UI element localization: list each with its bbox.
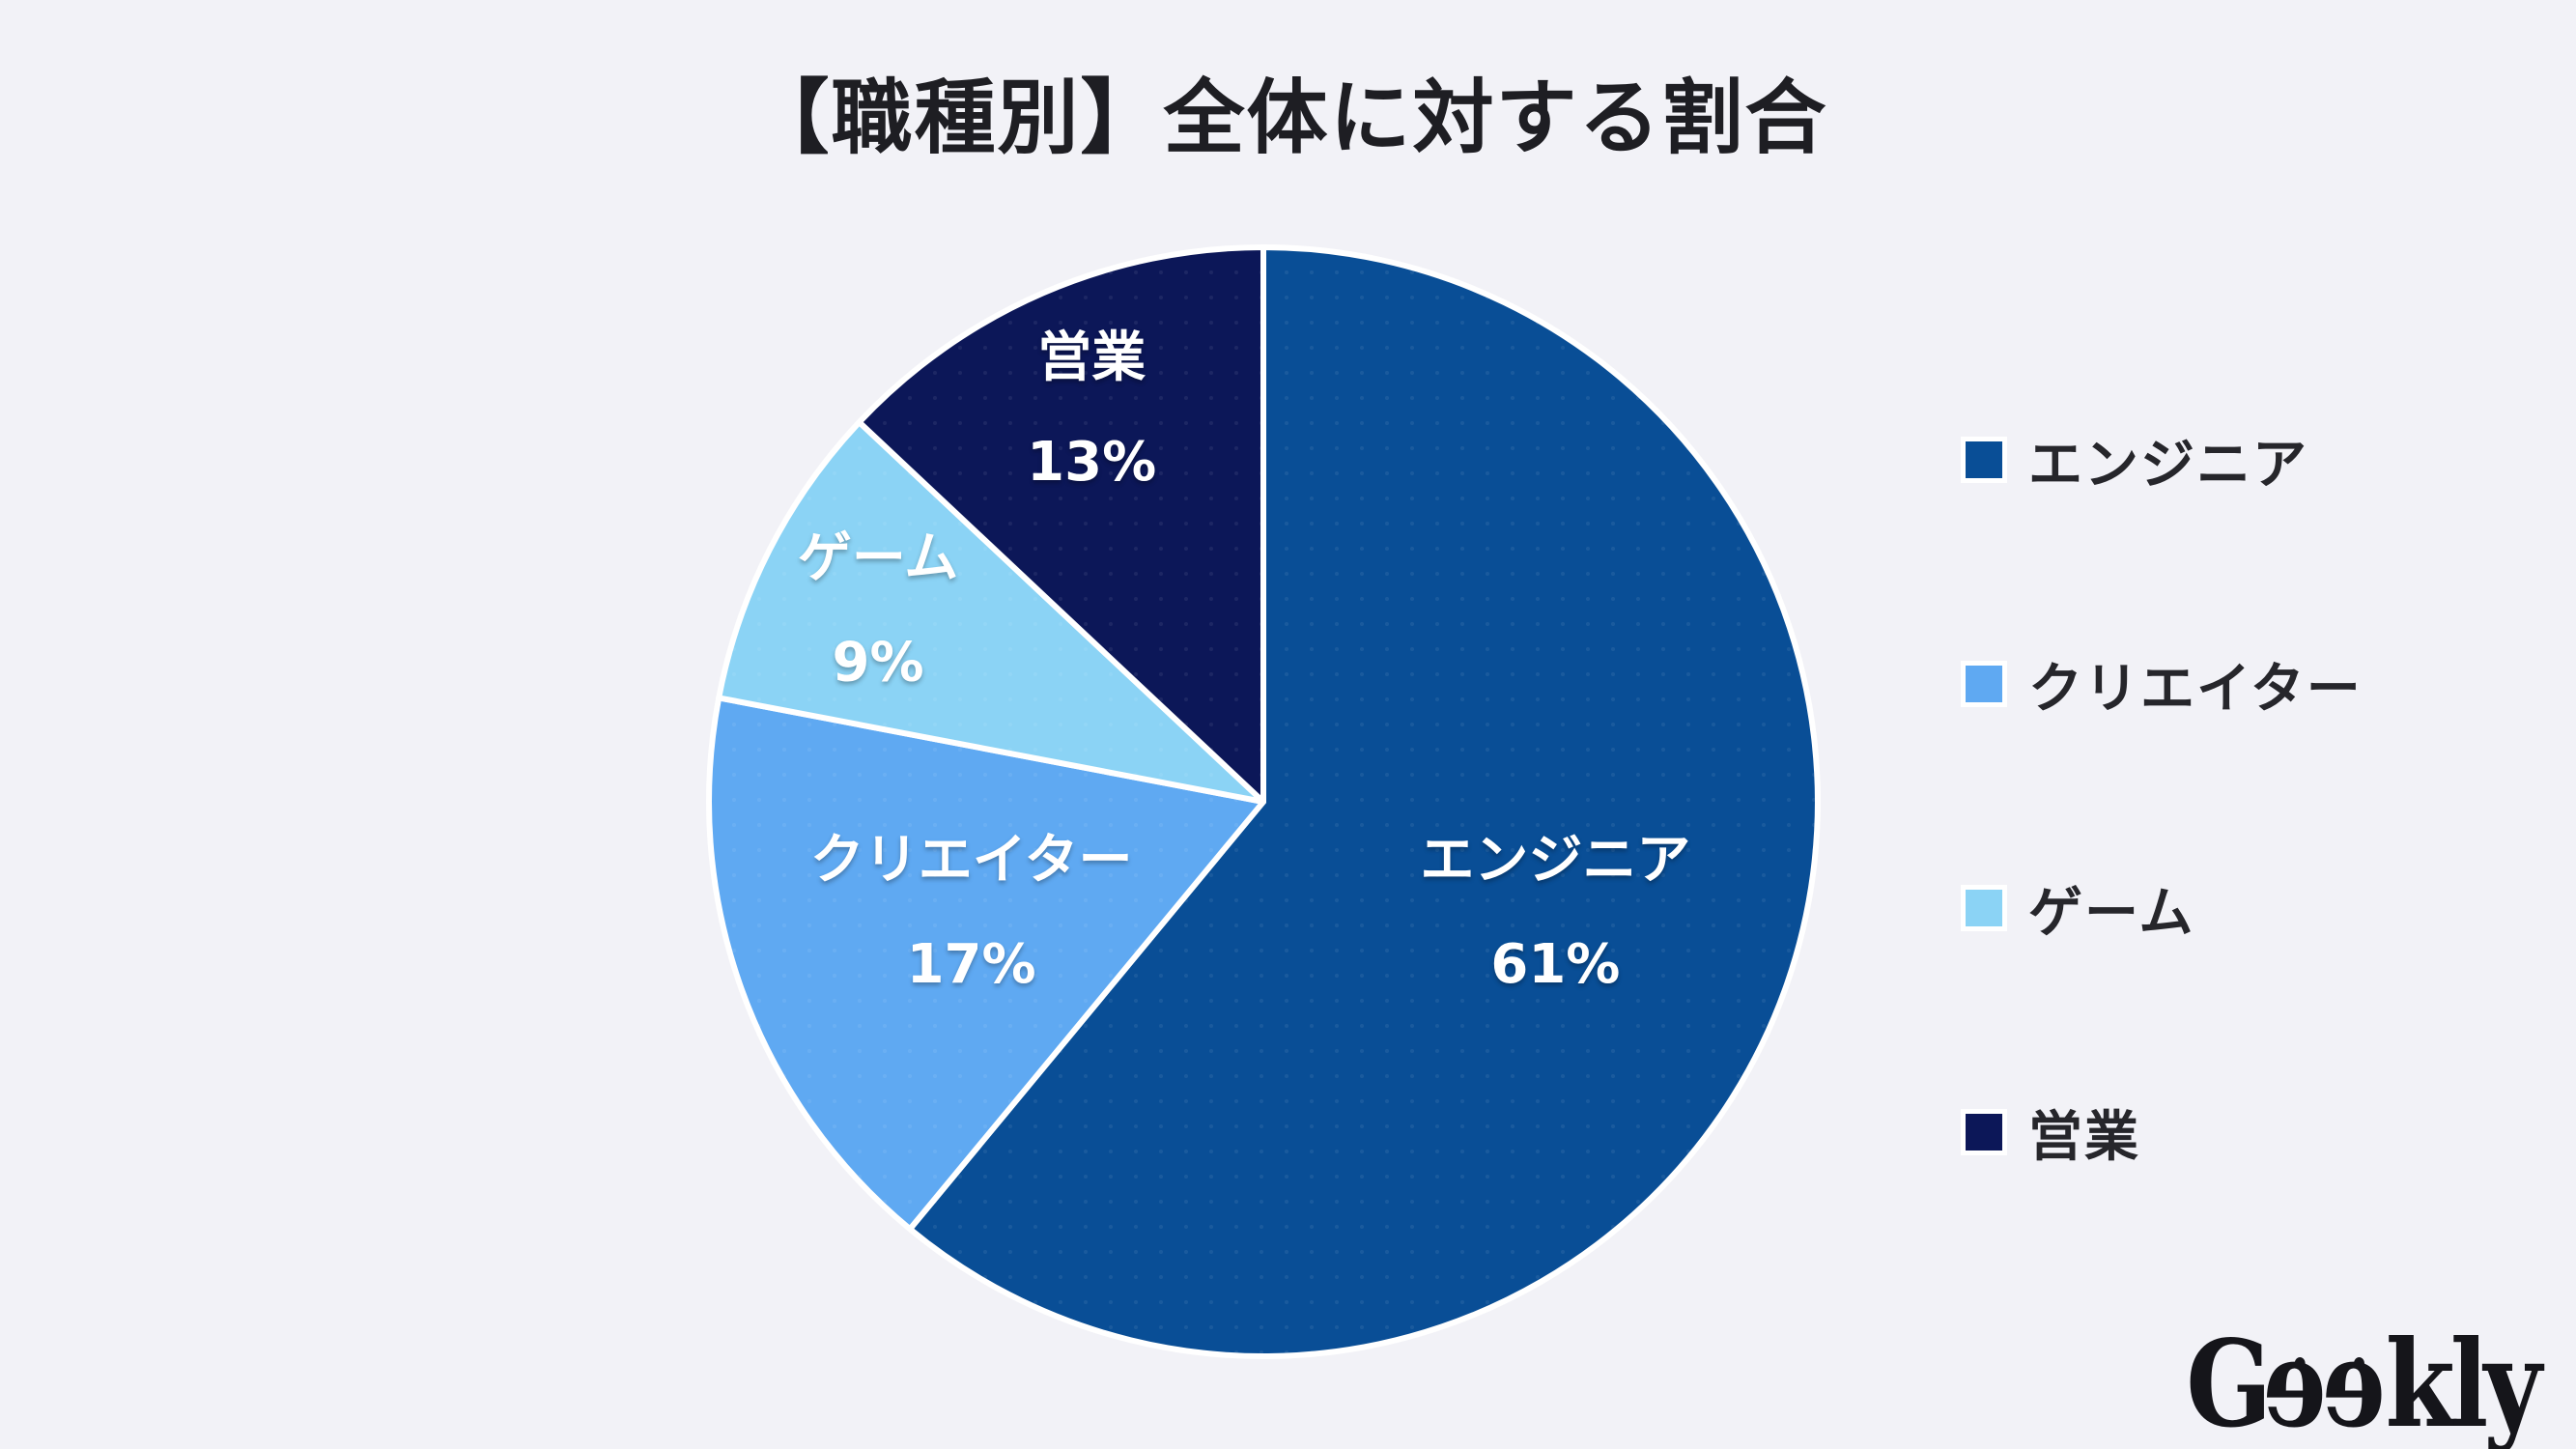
pie-slice-name-0: エンジニア (1420, 829, 1690, 892)
logo-reversed-e-icon: e (2267, 1315, 2327, 1449)
chart-title: 【職種別】全体に対する割合 (748, 71, 1828, 165)
logo-reversed-e-icon: e (2326, 1315, 2386, 1449)
legend-item-sales: 営業 (1961, 1106, 2363, 1169)
pie-chart: エンジニア 61% クリエイター 17% ゲーム 9% 営業 13% (703, 242, 1824, 1362)
pie-slice-percent-1: 17% (907, 933, 1036, 996)
legend-item-engineer: エンジニア (1961, 434, 2363, 497)
legend-swatch-game (1961, 885, 2007, 931)
pie-slice-percent-0: 61% (1490, 933, 1620, 996)
legend-swatch-creator (1961, 661, 2007, 707)
legend-label-engineer: エンジニア (2028, 433, 2308, 497)
pie-slice-percent-3: 13% (1027, 431, 1156, 494)
pie-slice-percent-2: 9% (833, 632, 924, 695)
legend-swatch-engineer (1961, 437, 2007, 483)
legend-item-game: ゲーム (1961, 882, 2363, 945)
pie-texture-overlay (712, 250, 1815, 1353)
legend-label-creator: クリエイター (2028, 657, 2363, 721)
pie-chart-svg: エンジニア 61% クリエイター 17% ゲーム 9% 営業 13% (706, 244, 1821, 1359)
geekly-logo: Geekly (2186, 1315, 2542, 1449)
pie-slice-name-3: 営業 (1037, 327, 1146, 389)
legend-label-game: ゲーム (2028, 881, 2195, 945)
pie-slice-name-1: クリエイター (810, 829, 1133, 892)
legend: エンジニア クリエイター ゲーム 営業 (1961, 434, 2363, 1169)
logo-letter-g: G (2186, 1315, 2272, 1449)
legend-label-sales: 営業 (2028, 1105, 2140, 1169)
pie-slice-name-2: ゲーム (798, 527, 958, 590)
logo-letters-kly: kly (2385, 1315, 2542, 1449)
legend-swatch-sales (1961, 1109, 2007, 1155)
legend-item-creator: クリエイター (1961, 658, 2363, 721)
